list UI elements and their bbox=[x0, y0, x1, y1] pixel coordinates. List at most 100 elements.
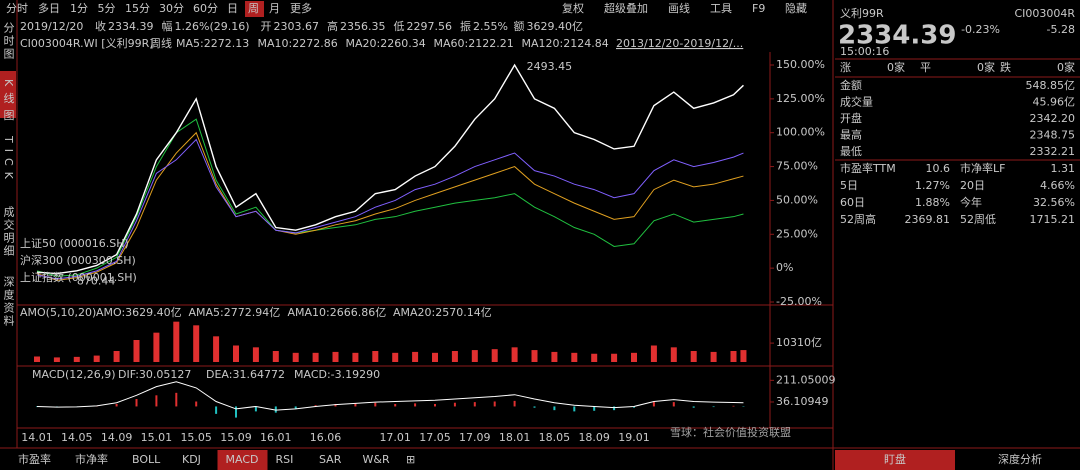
macd-bar bbox=[414, 403, 417, 407]
pair-label: 60日 bbox=[840, 196, 865, 209]
macd-bar bbox=[394, 403, 397, 407]
period-tab[interactable]: 周 bbox=[248, 2, 259, 15]
tool-button[interactable]: 隐藏 bbox=[785, 2, 807, 15]
period-tab[interactable]: 60分 bbox=[193, 2, 218, 15]
period-tab[interactable]: 5分 bbox=[98, 2, 116, 15]
x-tick-label: 15.05 bbox=[180, 431, 212, 444]
tool-button[interactable]: 工具 bbox=[710, 2, 732, 15]
pair-value: 1715.21 bbox=[1030, 213, 1076, 226]
pane-header: AMA5:2772.94亿 bbox=[189, 306, 281, 319]
quote-change: -5.28 bbox=[1047, 23, 1075, 36]
pane-header: AMA20:2570.14亿 bbox=[393, 306, 492, 319]
row-value: 45.96亿 bbox=[1033, 96, 1076, 109]
info-label: 低 bbox=[394, 20, 405, 33]
volume-bar bbox=[392, 352, 399, 362]
quote-change-pct: -0.23% bbox=[961, 23, 1000, 36]
pair-value: 1.31 bbox=[1051, 162, 1076, 175]
volume-bar bbox=[491, 349, 498, 362]
period-tab[interactable]: 1分 bbox=[70, 2, 88, 15]
legend-ma: MA120:2124.84 bbox=[522, 37, 609, 50]
volume-bar bbox=[412, 351, 419, 362]
y-tick-label: 100.00% bbox=[776, 126, 825, 139]
quote-price: 2334.39 bbox=[838, 21, 956, 51]
volume-bar bbox=[34, 356, 40, 362]
side-tab[interactable]: 成交明细 bbox=[2, 206, 15, 258]
volume-bar bbox=[352, 352, 359, 362]
indicator-tab[interactable]: W&R bbox=[363, 453, 390, 466]
side-tab[interactable]: TICK bbox=[2, 135, 15, 185]
side-tab[interactable]: K线图 bbox=[2, 79, 15, 126]
period-tab[interactable]: 30分 bbox=[159, 2, 184, 15]
active-tab bbox=[835, 450, 955, 470]
indicator-tab[interactable]: KDJ bbox=[182, 453, 201, 466]
panel-tab[interactable]: 盯盘 bbox=[884, 452, 906, 466]
tool-button[interactable]: 复权 bbox=[562, 1, 584, 15]
panel-tab[interactable]: 深度分析 bbox=[998, 452, 1042, 466]
info-label: 2019/12/20 bbox=[20, 20, 83, 33]
macd-bar bbox=[354, 403, 357, 407]
macd-bar bbox=[633, 406, 635, 408]
active-tab bbox=[245, 1, 264, 17]
info-value: 2334.39 bbox=[108, 20, 154, 33]
active-side-tab bbox=[0, 71, 16, 118]
info-value: 2.55% bbox=[473, 20, 508, 33]
macd-bar bbox=[513, 400, 516, 407]
macd-bar bbox=[235, 406, 237, 418]
info-value: 2303.67 bbox=[274, 20, 320, 33]
breadth: 0家 bbox=[977, 60, 995, 74]
breadth: 0家 bbox=[887, 60, 905, 74]
active-tab bbox=[217, 450, 268, 470]
volume-bar bbox=[133, 340, 140, 362]
period-tab[interactable]: 更多 bbox=[290, 1, 312, 15]
breadth: 跌 bbox=[1000, 60, 1011, 74]
macd-bar bbox=[215, 406, 218, 414]
legend-ma: MA60:2122.21 bbox=[434, 37, 514, 50]
volume-bar bbox=[471, 350, 478, 362]
period-tab[interactable]: 分时 bbox=[6, 2, 28, 15]
period-tab[interactable]: 月 bbox=[269, 2, 280, 15]
indicator-tab[interactable]: BOLL bbox=[132, 453, 161, 466]
indicator-tab[interactable]: MACD bbox=[226, 453, 259, 466]
x-tick-label: 18.01 bbox=[499, 431, 531, 444]
macd-bar bbox=[155, 395, 158, 407]
pane-title: AMO(5,10,20) bbox=[20, 306, 96, 319]
volume-bar bbox=[432, 352, 438, 362]
macd-bar bbox=[533, 406, 536, 408]
pair-value: 32.56% bbox=[1033, 196, 1075, 209]
tool-button[interactable]: F9 bbox=[752, 2, 765, 15]
pair-label: 20日 bbox=[960, 179, 985, 192]
indicator-tab[interactable]: 市盈率 bbox=[18, 452, 51, 466]
volume-bar bbox=[372, 351, 379, 362]
volume-bar bbox=[233, 345, 239, 362]
side-tab[interactable]: 分时图 bbox=[2, 22, 15, 61]
volume-bar bbox=[113, 351, 120, 362]
side-tab[interactable]: 深度资料 bbox=[2, 276, 15, 328]
volume-bar bbox=[153, 332, 160, 362]
volume-bar bbox=[571, 352, 578, 362]
row-value: 2342.20 bbox=[1030, 112, 1076, 125]
info-value: 2297.56 bbox=[407, 20, 453, 33]
macd-bar bbox=[553, 406, 556, 411]
indicator-tab[interactable]: ⊞ bbox=[406, 453, 415, 466]
series-line bbox=[36, 63, 744, 275]
macd-bar bbox=[712, 406, 715, 408]
indicator-tab[interactable]: SAR bbox=[319, 453, 342, 466]
period-tab[interactable]: 多日 bbox=[38, 1, 60, 15]
info-label: 开 bbox=[261, 20, 272, 33]
max-label: 2493.45 bbox=[527, 60, 573, 73]
period-tab[interactable]: 15分 bbox=[125, 2, 150, 15]
period-tab[interactable]: 日 bbox=[227, 2, 238, 15]
row-value: 548.85亿 bbox=[1026, 79, 1076, 92]
volume-bar bbox=[292, 352, 299, 362]
tool-button[interactable]: 画线 bbox=[668, 1, 690, 15]
indicator-tab[interactable]: 市净率 bbox=[75, 452, 108, 466]
pair-label: 52周低 bbox=[960, 213, 996, 226]
info-value: 3629.40亿 bbox=[527, 20, 584, 33]
row-value: 2348.75 bbox=[1030, 129, 1076, 142]
volume-bar bbox=[650, 345, 657, 362]
indicator-tab[interactable]: RSI bbox=[276, 453, 294, 466]
x-tick-label: 18.05 bbox=[539, 431, 571, 444]
volume-bar bbox=[670, 347, 677, 362]
tool-button[interactable]: 超级叠加 bbox=[604, 1, 648, 15]
volume-bar bbox=[740, 350, 747, 362]
